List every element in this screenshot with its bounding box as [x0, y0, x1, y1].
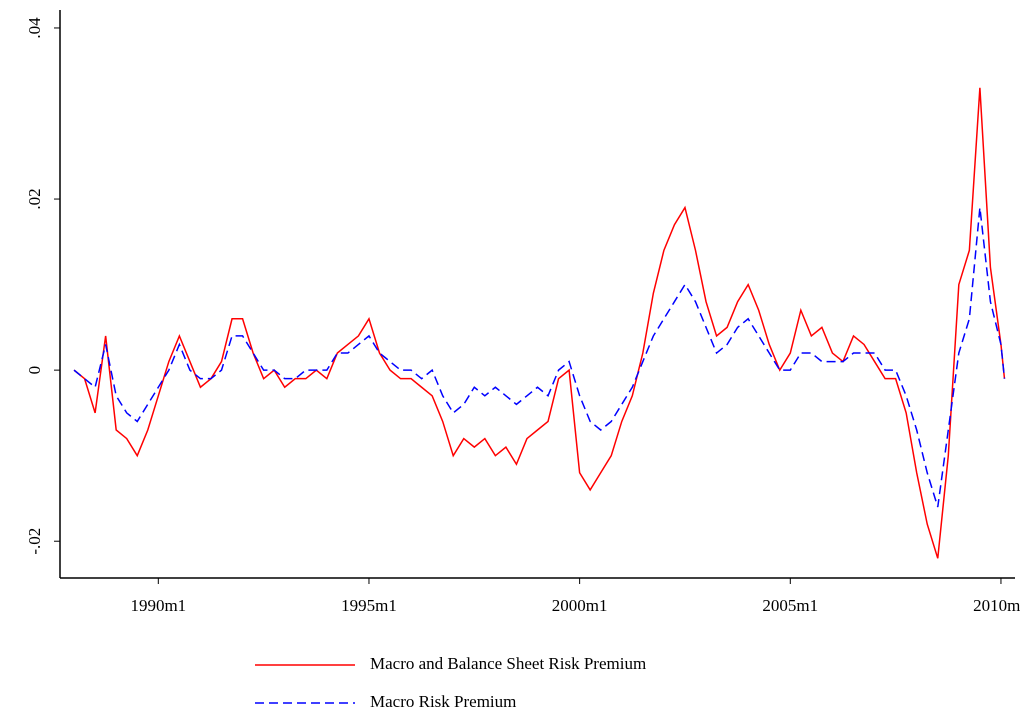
legend-label: Macro and Balance Sheet Risk Premium	[370, 654, 646, 673]
y-tick-label: .04	[25, 17, 44, 39]
x-tick-label: 1990m1	[130, 596, 186, 615]
series-line	[73, 87, 1006, 559]
x-tick-label: 2000m1	[552, 596, 608, 615]
x-tick-label: 2010m1	[973, 596, 1020, 615]
x-tick-label: 1995m1	[341, 596, 397, 615]
x-tick-label: 2005m1	[762, 596, 818, 615]
y-tick-label: -.02	[25, 528, 44, 555]
series-line	[73, 207, 1006, 508]
y-tick-label: .02	[25, 188, 44, 209]
legend-label: Macro Risk Premium	[370, 692, 516, 711]
y-tick-label: 0	[25, 366, 44, 375]
